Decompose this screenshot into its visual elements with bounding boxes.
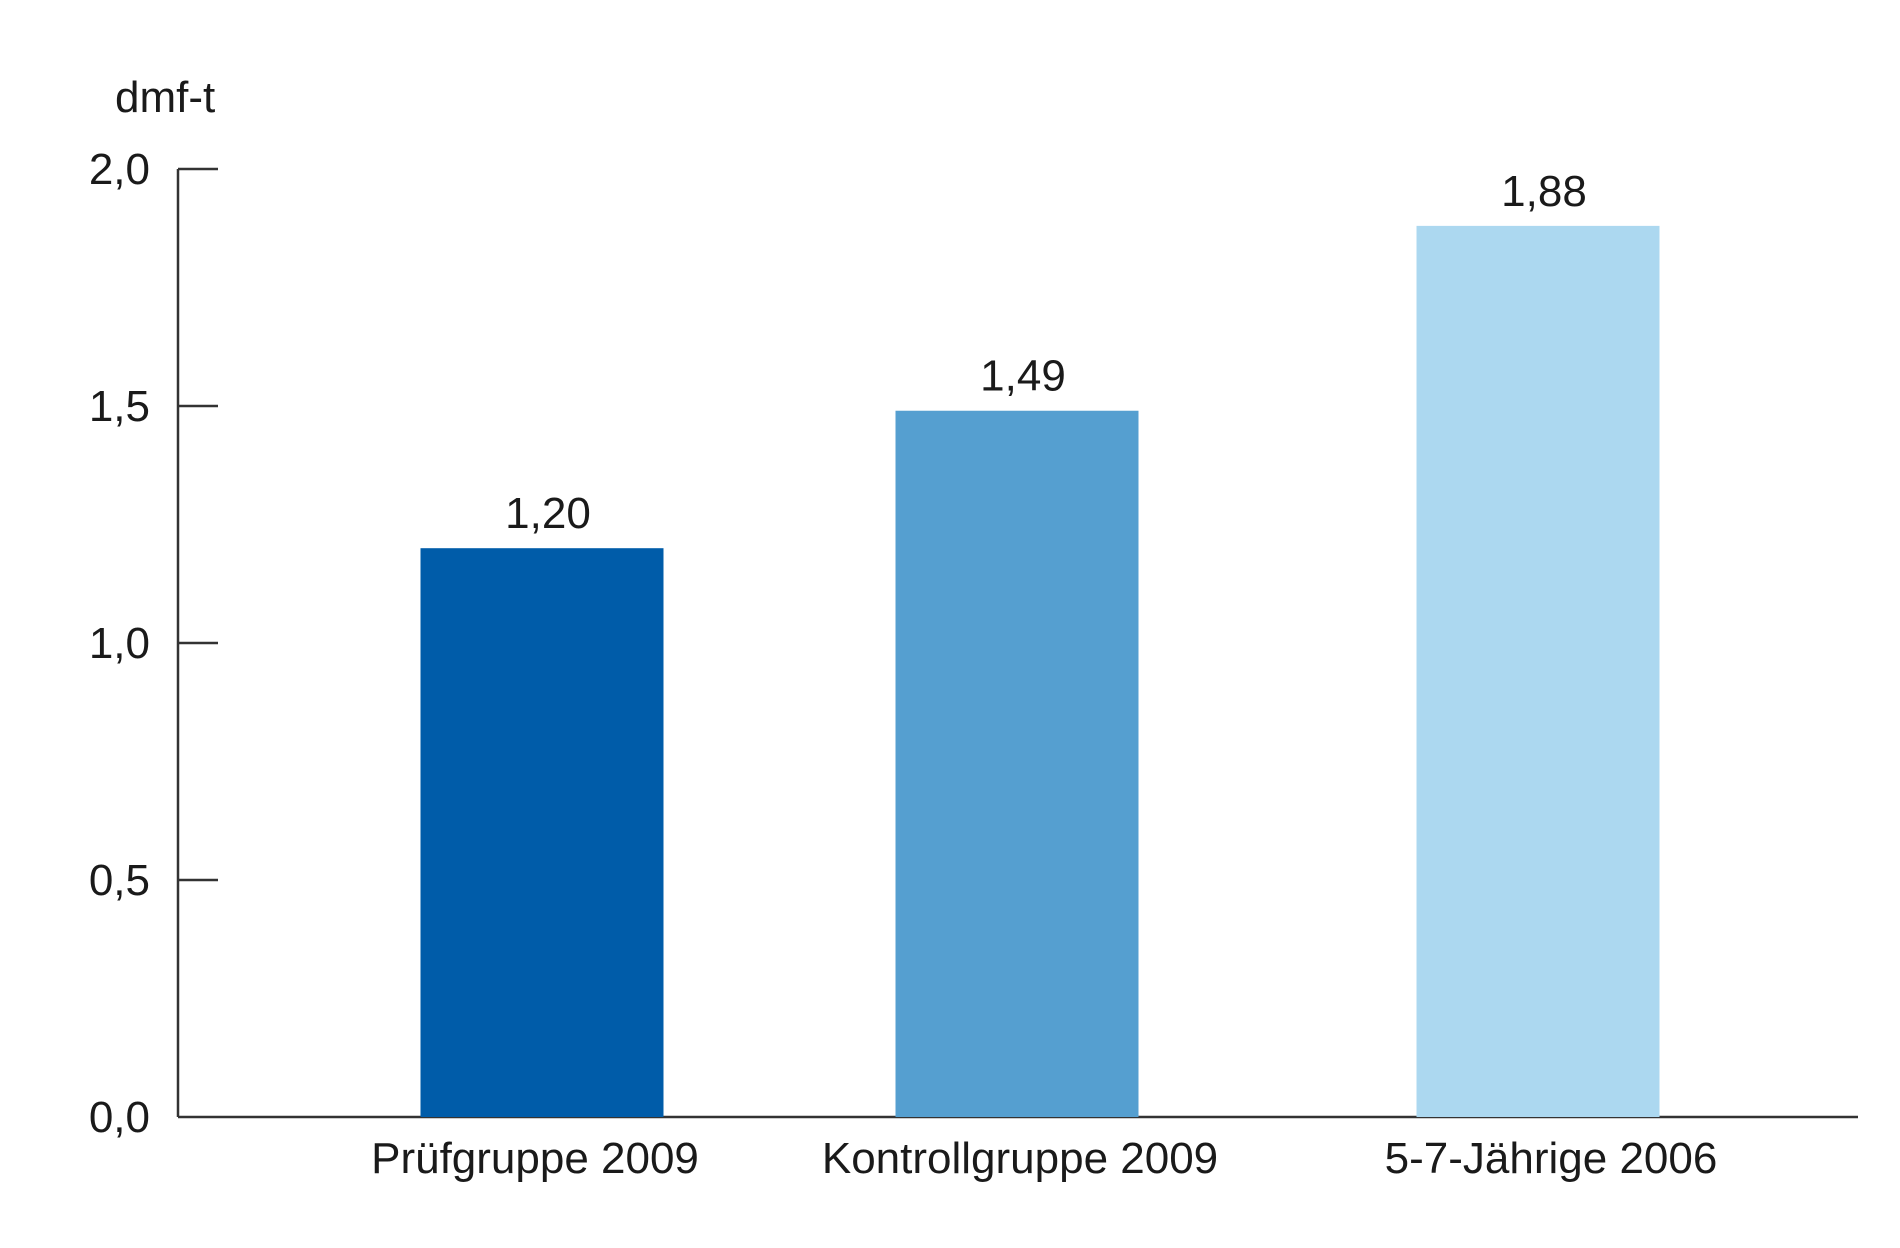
bars	[420, 225, 1660, 1117]
y-tick-label: 0,0	[89, 1093, 150, 1142]
bar-value-label: 1,88	[1501, 167, 1587, 216]
y-tick-label: 1,0	[89, 619, 150, 668]
y-axis: 0,0 0,5 1,0 1,5 2,0	[89, 145, 218, 1142]
bar-value-label: 1,49	[980, 352, 1066, 401]
y-tick-label: 0,5	[89, 856, 150, 905]
category-label: 5-7-Jährige 2006	[1385, 1134, 1718, 1183]
bar	[895, 410, 1139, 1117]
bar	[420, 548, 664, 1117]
y-tick-label: 2,0	[89, 145, 150, 194]
x-axis: Prüfgruppe 2009 Kontrollgruppe 2009 5-7-Jä…	[178, 1115, 1858, 1183]
y-axis-title: dmf-t	[115, 73, 215, 122]
category-label: Kontrollgruppe 2009	[822, 1134, 1218, 1183]
data-labels: 1,20 1,49 1,88	[505, 167, 1587, 538]
bar-value-label: 1,20	[505, 489, 591, 538]
category-label: Prüfgruppe 2009	[371, 1134, 699, 1183]
y-tick-label: 1,5	[89, 382, 150, 431]
bar	[1416, 225, 1660, 1117]
